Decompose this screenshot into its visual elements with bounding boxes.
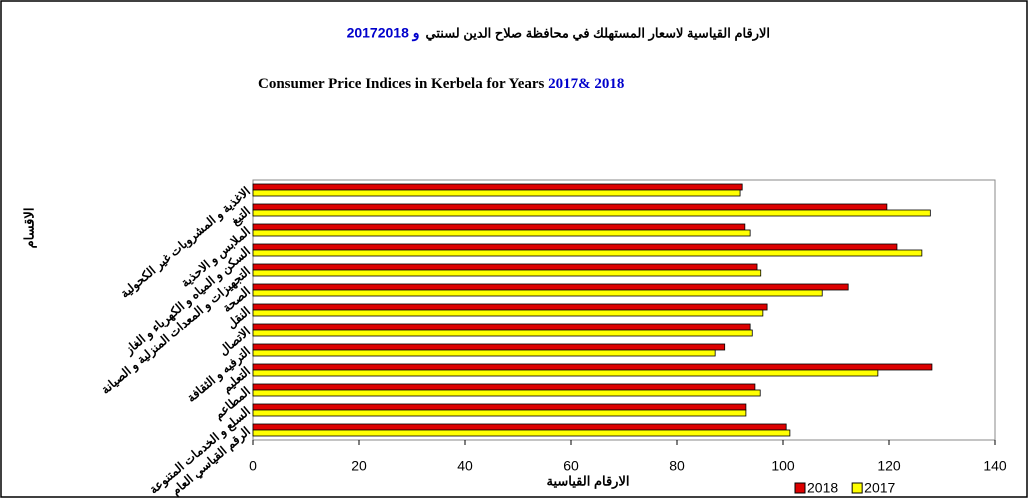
legend-label: 2017 [864, 480, 895, 496]
bar [252, 289, 823, 297]
bar [252, 389, 761, 397]
bar [252, 309, 764, 317]
bar [252, 369, 879, 377]
bar [252, 343, 726, 351]
chart-title-en-text: Consumer Price Indices in Kerbela for Ye… [258, 76, 545, 92]
bar [252, 243, 898, 251]
bar [252, 323, 751, 331]
chart-title-en: Consumer Price Indices in Kerbela for Ye… [258, 76, 624, 92]
y-axis-label: الاقسام [21, 208, 37, 249]
x-tick-label: 60 [563, 458, 579, 474]
bar [252, 403, 747, 411]
x-tick-label: 20 [351, 458, 367, 474]
chart-title-ar-years: 2017و 2018 [347, 25, 420, 42]
bar [252, 429, 791, 437]
bar [252, 383, 756, 391]
x-tick-label: 100 [771, 458, 795, 474]
legend-swatch [794, 482, 806, 494]
bar [252, 209, 931, 217]
bar [252, 363, 933, 371]
bar [252, 283, 849, 291]
chart-title-en-years: 2017& 2018 [548, 76, 624, 92]
bar [252, 349, 716, 357]
bar [252, 263, 758, 271]
legend-label: 2018 [807, 480, 838, 496]
bar [252, 183, 743, 191]
x-tick-label: 140 [983, 458, 1007, 474]
bar [252, 269, 762, 277]
bar [252, 203, 888, 211]
x-axis-label: الارقام القياسية [547, 473, 630, 489]
x-tick-label: 80 [669, 458, 685, 474]
bar [252, 329, 753, 337]
bar [252, 249, 923, 257]
bar [252, 189, 741, 197]
bar [252, 223, 746, 231]
x-tick-label: 40 [457, 458, 473, 474]
x-tick-label: 120 [877, 458, 901, 474]
legend-swatch [851, 482, 863, 494]
bar [252, 423, 787, 431]
bar [252, 303, 768, 311]
x-tick-label: 0 [249, 458, 257, 474]
bar [252, 409, 747, 417]
chart-title-ar: الارقام القياسية لاسعار المستهلك في محاف… [426, 25, 770, 41]
bar [252, 229, 751, 237]
